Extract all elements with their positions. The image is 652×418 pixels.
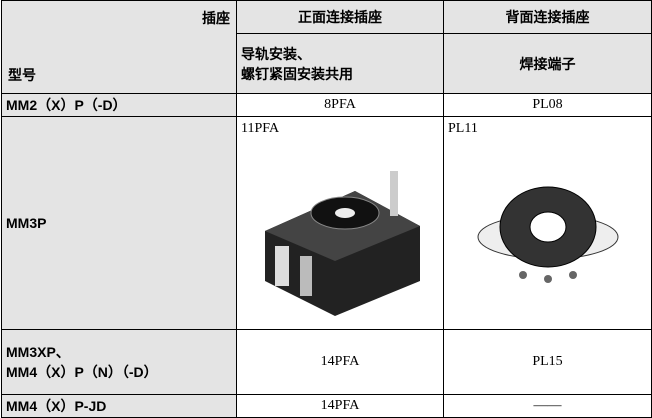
column-header: 背面连接插座 — [443, 0, 652, 34]
cell-text: PL11 — [448, 121, 478, 136]
socket-cell: 11PFA — [236, 116, 444, 330]
cell-text: PL15 — [532, 354, 563, 369]
cell-text: —— — [533, 398, 562, 413]
cell-text: 11PFA — [241, 121, 280, 136]
socket-cell: 14PFA — [236, 329, 444, 395]
socket-cell: PL15 — [443, 329, 652, 395]
table-row: MM3P 11PFA PL11 — [1, 116, 652, 330]
table-body: MM2（X）P（-D） 8PFA PL08 MM3P 11PFA PL11 MM3XP、… — [1, 93, 652, 418]
corner-top: 插座 — [202, 10, 230, 26]
cell-text: 14PFA — [320, 398, 360, 413]
socket-back-image — [477, 186, 618, 283]
subcolumn-header: 导轨安装、螺钉紧固安装共用 — [236, 33, 444, 94]
cell-text: 8PFA — [324, 97, 356, 112]
model-cell: MM3P — [1, 116, 237, 330]
table-row: MM3XP、 MM4（X）P（N）（-D） 14PFA PL15 — [1, 329, 652, 395]
table-row: MM2（X）P（-D） 8PFA PL08 — [1, 93, 652, 117]
socket-cell: —— — [443, 394, 652, 418]
corner-cell: 插座 型号 — [1, 0, 237, 94]
cell-line: MM3XP、 — [6, 344, 70, 360]
socket-cell: PL08 — [443, 93, 652, 117]
cell-text: MM4（X）P-JD — [6, 398, 107, 414]
cell-text: MM3P — [6, 215, 47, 231]
model-cell: MM2（X）P（-D） — [1, 93, 237, 117]
column-header: 正面连接插座 — [236, 0, 444, 34]
socket-front-image — [265, 171, 420, 316]
cell-text: PL08 — [532, 97, 563, 112]
subcolumn-header: 焊接端子 — [443, 33, 652, 94]
table-row: MM4（X）P-JD 14PFA —— — [1, 394, 652, 418]
subcolumn-line: 导轨安装、 — [241, 45, 311, 62]
socket-cell: 14PFA — [236, 394, 444, 418]
model-cell: MM3XP、 MM4（X）P（N）（-D） — [1, 329, 237, 395]
cell-line: MM4（X）P（N）（-D） — [6, 364, 158, 380]
corner-bottom: 型号 — [8, 67, 36, 83]
cell-text: MM2（X）P（-D） — [6, 97, 127, 113]
model-cell: MM4（X）P-JD — [1, 394, 237, 418]
socket-cell: PL11 — [443, 116, 652, 330]
socket-cell: 8PFA — [236, 93, 444, 117]
cell-text: 14PFA — [320, 354, 360, 369]
subcolumn-line: 螺钉紧固安装共用 — [241, 65, 353, 82]
